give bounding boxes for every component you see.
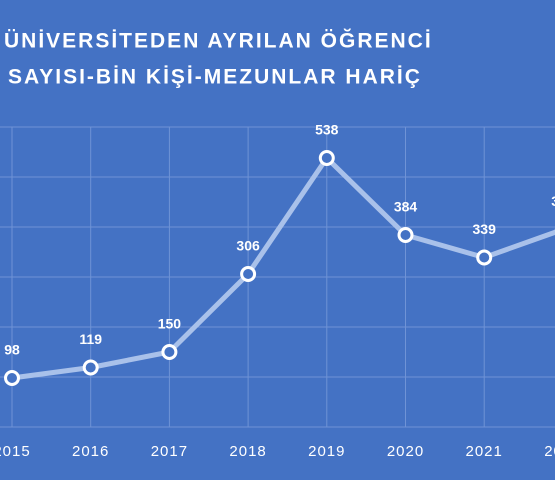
x-tick-label: 2015 xyxy=(0,443,31,460)
x-tick-label: 2018 xyxy=(229,443,266,460)
value-label: 98 xyxy=(4,342,20,358)
marker xyxy=(476,249,493,266)
marker xyxy=(4,370,20,386)
line xyxy=(11,155,555,381)
x-tick-label: 2020 xyxy=(387,443,424,460)
value-label: 538 xyxy=(315,122,339,138)
marker xyxy=(318,150,335,166)
x-tick-label: 2021 xyxy=(466,443,503,460)
x-tick-label: 2019 xyxy=(308,443,345,460)
value-label: 395 xyxy=(551,193,555,209)
value-label: 119 xyxy=(79,331,102,347)
value-label: 306 xyxy=(236,238,260,254)
marker xyxy=(397,227,414,243)
chart-title: ÜNİVERSİTEDEN AYRILAN ÖĞRENCİ xyxy=(4,29,433,53)
value-label: 384 xyxy=(394,199,418,215)
x-tick-label: 2016 xyxy=(72,443,109,460)
x-tick-label: 2017 xyxy=(151,443,188,460)
marker xyxy=(82,359,99,376)
marker xyxy=(161,344,178,360)
marker xyxy=(240,266,257,282)
value-label: 150 xyxy=(158,316,182,332)
value-label: 339 xyxy=(473,221,497,237)
chart-subtitle: SAYISI-BİN KİŞİ-MEZUNLAR HARİÇ xyxy=(8,66,422,89)
x-tick-label: 2022 xyxy=(544,443,555,460)
